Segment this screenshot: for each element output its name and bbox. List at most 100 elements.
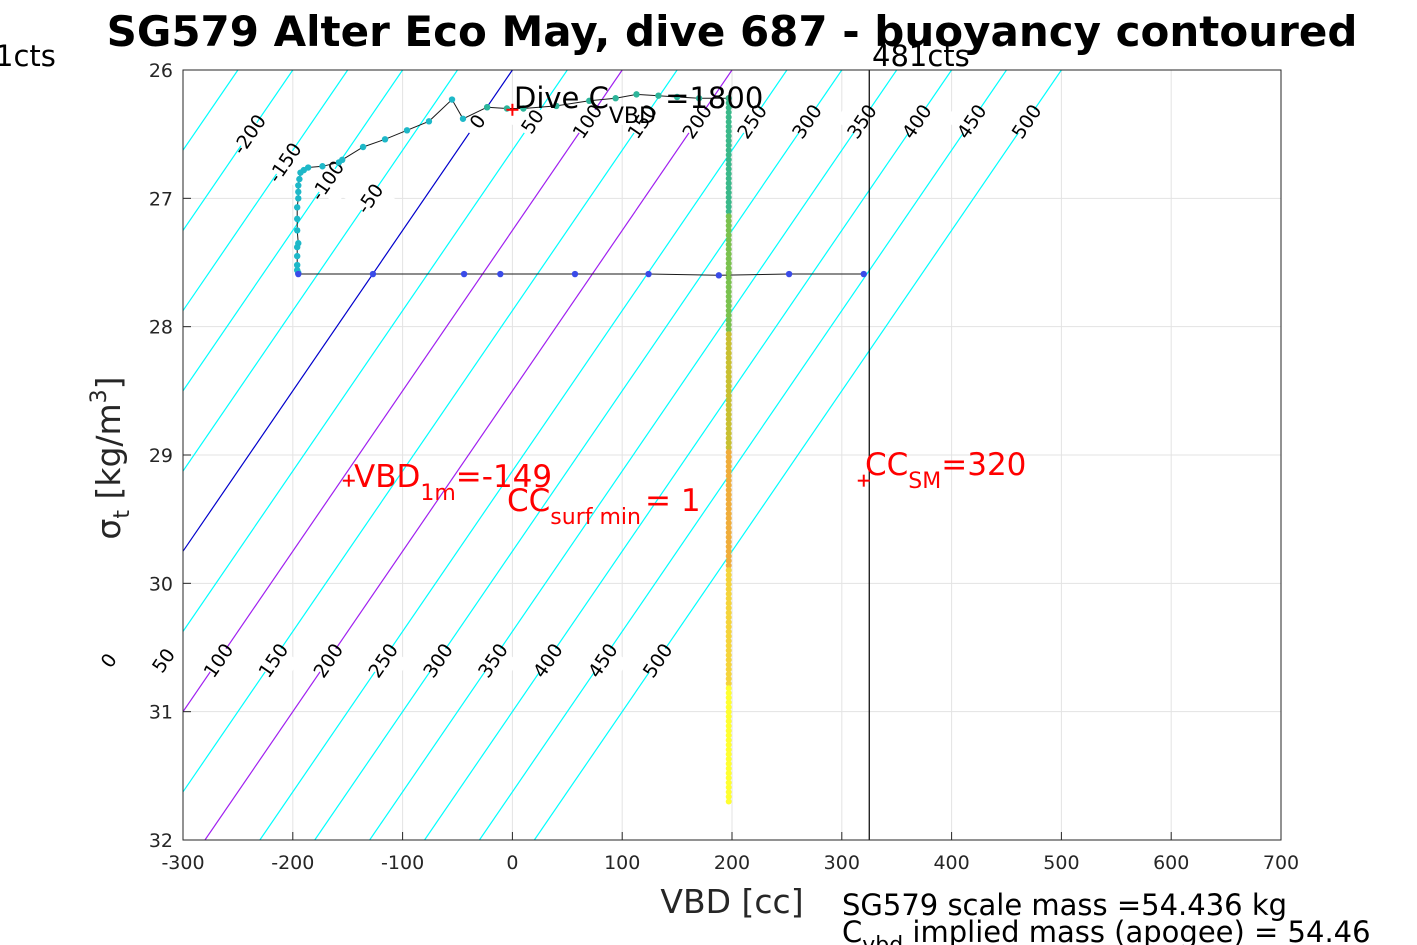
column-point [725, 128, 732, 135]
contour-label-bg [411, 636, 464, 685]
column-point [725, 463, 732, 470]
contour-line [183, 70, 404, 392]
column-point [725, 439, 732, 446]
dive-series-point [319, 163, 326, 170]
column-point [725, 548, 732, 555]
y-label-close: ] [89, 376, 128, 389]
ccsm-cross-marker [857, 474, 870, 487]
column-point [725, 675, 732, 682]
descent-series-point [645, 270, 652, 278]
column-point [725, 402, 732, 409]
column-point [725, 340, 732, 347]
contour-label-bg [343, 174, 396, 223]
column-point [725, 671, 732, 678]
column-point [725, 232, 732, 239]
column-point [725, 368, 732, 375]
column-point [725, 118, 732, 125]
climb-series-point [673, 93, 681, 101]
contour-lines [183, 70, 1062, 840]
column-point [725, 123, 732, 130]
column-point [725, 132, 732, 139]
column-point [725, 718, 732, 725]
column-point [725, 595, 732, 602]
column-point [725, 699, 732, 706]
column-point [725, 529, 732, 536]
dive-series-point [359, 143, 367, 151]
grid [183, 70, 1281, 840]
column-point [725, 284, 732, 291]
ccsm-annotation: CCSM=320 [865, 447, 1026, 494]
contour-label-bg [780, 97, 833, 146]
column-point [725, 515, 732, 522]
climb-series-point [633, 91, 640, 98]
contour-label-bg [246, 636, 300, 685]
column-point [725, 614, 732, 621]
contour-label-bg [615, 97, 669, 146]
column-point [725, 180, 732, 187]
column-point [725, 288, 732, 295]
dive-series-point [448, 96, 456, 103]
column-point [725, 619, 732, 626]
column-point [725, 661, 732, 668]
descent-series-point [715, 272, 723, 279]
vbd1m-rest: =-149 [456, 459, 552, 495]
column-point [725, 567, 732, 574]
column-point [725, 114, 732, 121]
descent-series-line [298, 273, 864, 276]
contour-line [204, 70, 733, 840]
ccsurf-rest: = 1 [645, 483, 701, 519]
ccsurf-main: CC [507, 483, 550, 519]
column-point [725, 241, 732, 248]
column-point [725, 685, 732, 692]
column-point [725, 638, 732, 645]
contour-line [183, 70, 513, 553]
chart-title: SG579 Alter Eco May, dive 687 - buoyancy… [107, 7, 1358, 56]
column-point [725, 571, 732, 578]
column-point [725, 505, 732, 512]
x-tick-label: -300 [161, 852, 204, 874]
x-tick-label: 700 [1263, 852, 1299, 874]
column-point [725, 538, 732, 545]
descent-series-point [571, 270, 579, 278]
column-point [725, 406, 732, 413]
column-point [725, 756, 732, 763]
column-point [725, 430, 732, 437]
column-point [725, 477, 732, 484]
column-point [725, 647, 732, 654]
contour-line [183, 70, 678, 793]
ccsm-sub: SM [908, 469, 941, 494]
column-point [725, 453, 732, 460]
column-point [725, 378, 732, 385]
column-point [725, 208, 732, 215]
dive-c-main: Dive C [514, 81, 609, 115]
column-point [725, 737, 732, 744]
column-point [725, 203, 732, 210]
y-label-rest: [kg/m [89, 403, 128, 510]
column-point [725, 265, 732, 272]
column-point [725, 628, 732, 635]
column-point [725, 666, 732, 673]
dive-c-annotation: Dive CVBD =1800 [514, 81, 763, 129]
right-cts-label: 481cts [872, 39, 970, 73]
column-point [725, 307, 732, 314]
column-point [725, 449, 732, 456]
column-point [725, 770, 732, 777]
column-point [725, 397, 732, 404]
column-point [725, 199, 732, 206]
column-point [725, 166, 732, 173]
column-point [725, 496, 732, 503]
column-point [725, 250, 732, 257]
column-point [725, 217, 732, 224]
column-point [725, 142, 732, 149]
x-tick-label: 500 [1043, 852, 1079, 874]
column-point [725, 491, 732, 498]
dive-series-point [295, 188, 302, 196]
column-point [725, 520, 732, 527]
dive-series-point [335, 159, 343, 166]
column-point [725, 279, 732, 286]
column-point [725, 411, 732, 418]
vbd1m-annotation: VBD1m=-149 [354, 459, 552, 506]
dive-series-point [293, 261, 301, 269]
x-tick-label: 300 [824, 852, 860, 874]
column-point [725, 104, 732, 111]
